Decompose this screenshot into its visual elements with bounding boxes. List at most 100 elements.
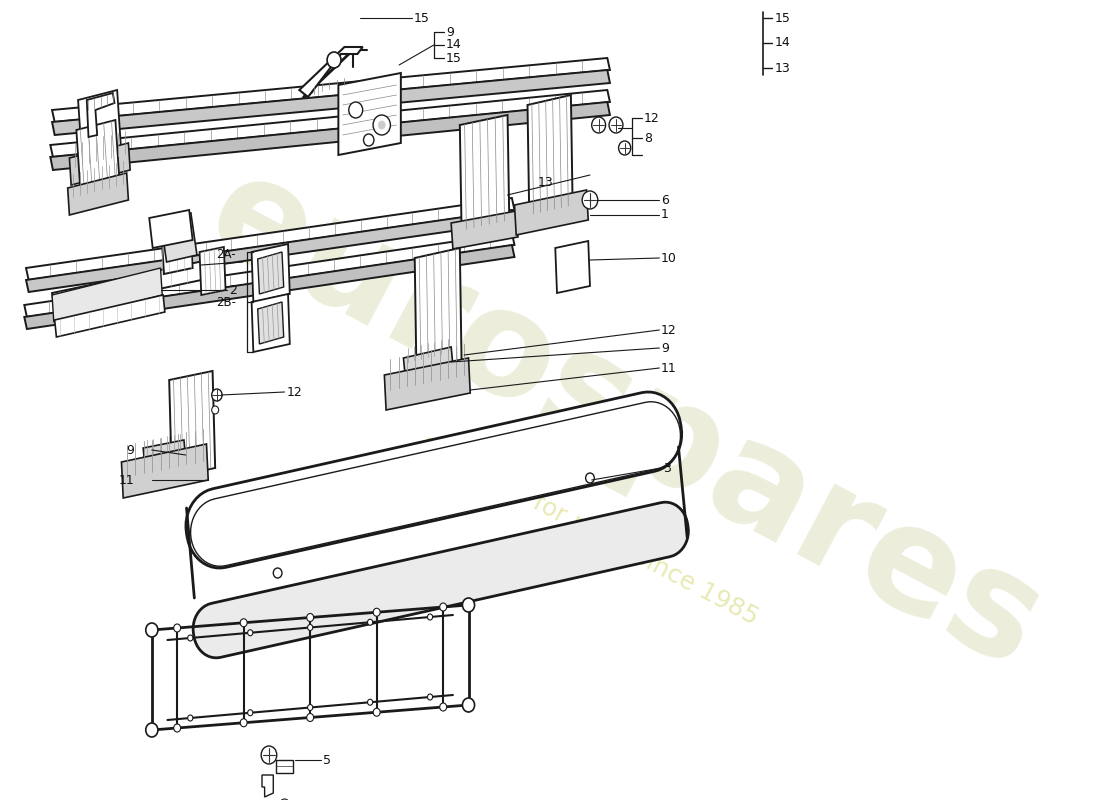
Polygon shape [68,173,129,215]
Circle shape [609,117,623,133]
Polygon shape [51,90,609,157]
Circle shape [585,473,594,483]
Polygon shape [143,440,186,466]
Text: 2: 2 [229,283,236,297]
Polygon shape [276,760,294,773]
Circle shape [428,694,432,700]
Circle shape [174,724,180,732]
Circle shape [367,699,373,706]
Polygon shape [26,198,515,280]
Circle shape [308,625,312,630]
Text: a passion for parts since 1985: a passion for parts since 1985 [417,430,762,630]
Circle shape [279,799,289,800]
Polygon shape [252,294,289,352]
Circle shape [349,102,363,118]
Polygon shape [76,120,120,195]
Text: 2A-: 2A- [217,249,236,262]
Circle shape [308,705,312,710]
Text: 15: 15 [446,51,462,65]
Polygon shape [384,358,470,410]
Polygon shape [150,210,192,248]
Circle shape [240,718,248,726]
Polygon shape [51,102,609,170]
Circle shape [211,389,222,401]
Text: 11: 11 [119,474,134,486]
Polygon shape [404,347,453,376]
Polygon shape [24,245,515,329]
Text: 10: 10 [661,251,676,265]
Polygon shape [121,444,208,498]
Circle shape [248,630,253,636]
Text: 9: 9 [126,443,134,457]
Text: 2B-: 2B- [216,295,236,309]
Polygon shape [87,93,114,137]
Circle shape [428,614,432,620]
Text: 1: 1 [661,209,669,222]
Circle shape [188,635,192,641]
Text: 11: 11 [661,362,676,374]
Circle shape [307,614,314,622]
Text: 9: 9 [446,26,454,38]
Circle shape [582,191,597,209]
Circle shape [440,703,447,711]
Text: 6: 6 [661,194,669,206]
Circle shape [592,117,606,133]
Circle shape [327,52,341,68]
Text: 9: 9 [661,342,669,354]
Polygon shape [257,252,284,294]
Text: 12: 12 [286,386,302,398]
Text: 3: 3 [663,462,671,474]
Circle shape [261,746,277,764]
Polygon shape [528,95,573,215]
Polygon shape [252,244,289,302]
Circle shape [211,406,219,414]
Text: 13: 13 [538,175,553,189]
Circle shape [373,708,381,716]
Text: 5: 5 [322,754,331,766]
Polygon shape [339,73,400,155]
Circle shape [373,608,381,616]
Polygon shape [78,90,121,165]
Circle shape [273,568,282,578]
Polygon shape [69,143,130,185]
Text: eurospares: eurospares [185,142,1065,698]
Circle shape [146,723,158,737]
Circle shape [462,598,474,612]
Polygon shape [415,248,462,373]
Text: 15: 15 [774,11,791,25]
Polygon shape [190,402,681,566]
Circle shape [248,710,253,716]
Polygon shape [556,241,590,293]
Polygon shape [199,247,226,295]
Polygon shape [186,392,682,568]
Polygon shape [24,233,515,317]
Circle shape [307,714,314,722]
Polygon shape [451,211,518,249]
Text: 12: 12 [644,111,660,125]
Polygon shape [299,47,363,97]
Circle shape [462,698,474,712]
Polygon shape [161,213,197,262]
Polygon shape [262,775,273,797]
Polygon shape [26,210,515,292]
Circle shape [378,121,385,129]
Polygon shape [169,371,216,477]
Text: 8: 8 [644,131,652,145]
Polygon shape [55,295,165,337]
Circle shape [367,619,373,626]
Polygon shape [257,302,284,344]
Circle shape [146,623,158,637]
Polygon shape [460,115,509,230]
Polygon shape [161,212,192,274]
Text: 14: 14 [446,38,462,51]
Circle shape [363,134,374,146]
Polygon shape [515,190,589,235]
Polygon shape [52,268,162,322]
Circle shape [440,603,447,611]
Polygon shape [52,260,211,311]
Circle shape [240,618,248,626]
Circle shape [618,141,630,155]
Text: 14: 14 [774,37,791,50]
Text: 12: 12 [661,323,676,337]
Polygon shape [52,70,609,135]
